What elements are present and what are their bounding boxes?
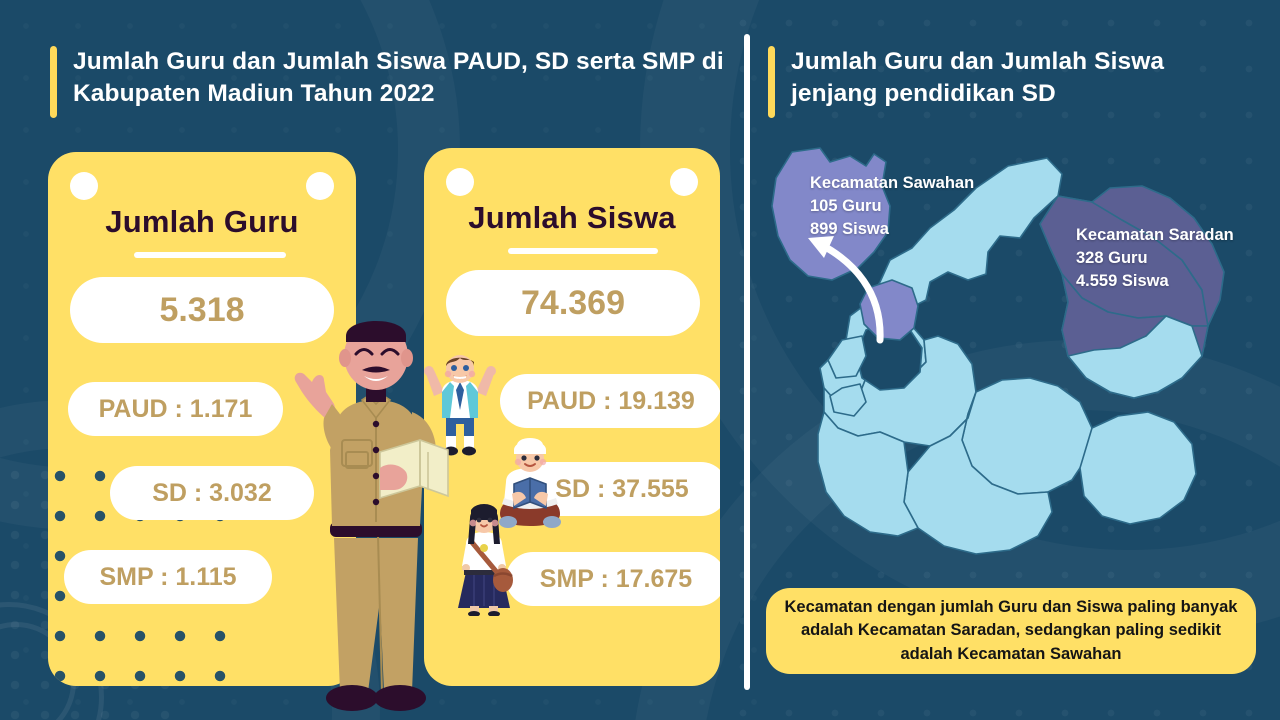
teacher-illustration [294, 321, 449, 711]
jumlah-guru-card-title: Jumlah Guru [105, 204, 299, 239]
title-accent-bar-left [50, 46, 57, 118]
map-label-saradan-siswa: 4.559 Siswa [1076, 271, 1169, 290]
map-label-saradan-guru: 328 Guru [1076, 248, 1148, 267]
student-girl-illustration [458, 504, 513, 616]
left-panel-title-text: Jumlah Guru dan Jumlah Siswa PAUD, SD se… [73, 48, 724, 108]
jumlah-siswa-title-rule [508, 248, 658, 254]
jumlah-guru-total: 5.318 [70, 277, 334, 343]
map-label-saradan-name: Kecamatan Saradan [1076, 226, 1234, 244]
summary-note-box: Kecamatan dengan jumlah Guru dan Siswa p… [766, 588, 1256, 674]
map-label-sawahan-siswa: 899 Siswa [810, 219, 889, 238]
student-boy-illustration [424, 355, 496, 456]
jumlah-siswa-card-title: Jumlah Siswa [468, 200, 676, 235]
jumlah-siswa-total: 74.369 [446, 270, 700, 336]
kabupaten-madiun-map [771, 147, 1225, 555]
map-label-sawahan-guru: 105 Guru [810, 196, 882, 215]
panel-divider [744, 34, 750, 690]
jumlah-guru-row-paud: PAUD : 1.171 [68, 382, 283, 436]
jumlah-siswa-row-paud: PAUD : 19.139 [500, 374, 720, 428]
card-punch-hole-right [306, 172, 334, 200]
jumlah-guru-card: Jumlah Guru 5.318 PAUD : 1.171 SD : 3.03… [48, 152, 356, 686]
jumlah-siswa-row-smp: SMP : 17.675 [506, 552, 720, 606]
jumlah-guru-title-rule [134, 252, 286, 258]
card-punch-hole-left [446, 168, 474, 196]
card-punch-hole-left [70, 172, 98, 200]
map-label-sawahan-name: Kecamatan Sawahan [810, 174, 975, 192]
card-punch-hole-right [670, 168, 698, 196]
student-sitting-boy-illustration [499, 438, 561, 528]
jumlah-guru-row-sd: SD : 3.032 [110, 466, 314, 520]
map-label-sawahan: Kecamatan Sawahan 105 Guru 899 Siswa [810, 172, 1030, 240]
map-label-saradan: Kecamatan Saradan 328 Guru 4.559 Siswa [1076, 224, 1276, 292]
right-panel-title: Jumlah Guru dan Jumlah Siswa jenjang pen… [768, 46, 1238, 118]
jumlah-guru-row-smp: SMP : 1.115 [64, 550, 272, 604]
title-accent-bar-right [768, 46, 775, 118]
left-panel-title: Jumlah Guru dan Jumlah Siswa PAUD, SD se… [50, 46, 730, 118]
summary-note-text: Kecamatan dengan jumlah Guru dan Siswa p… [784, 597, 1238, 663]
right-panel-title-text: Jumlah Guru dan Jumlah Siswa jenjang pen… [791, 48, 1165, 108]
